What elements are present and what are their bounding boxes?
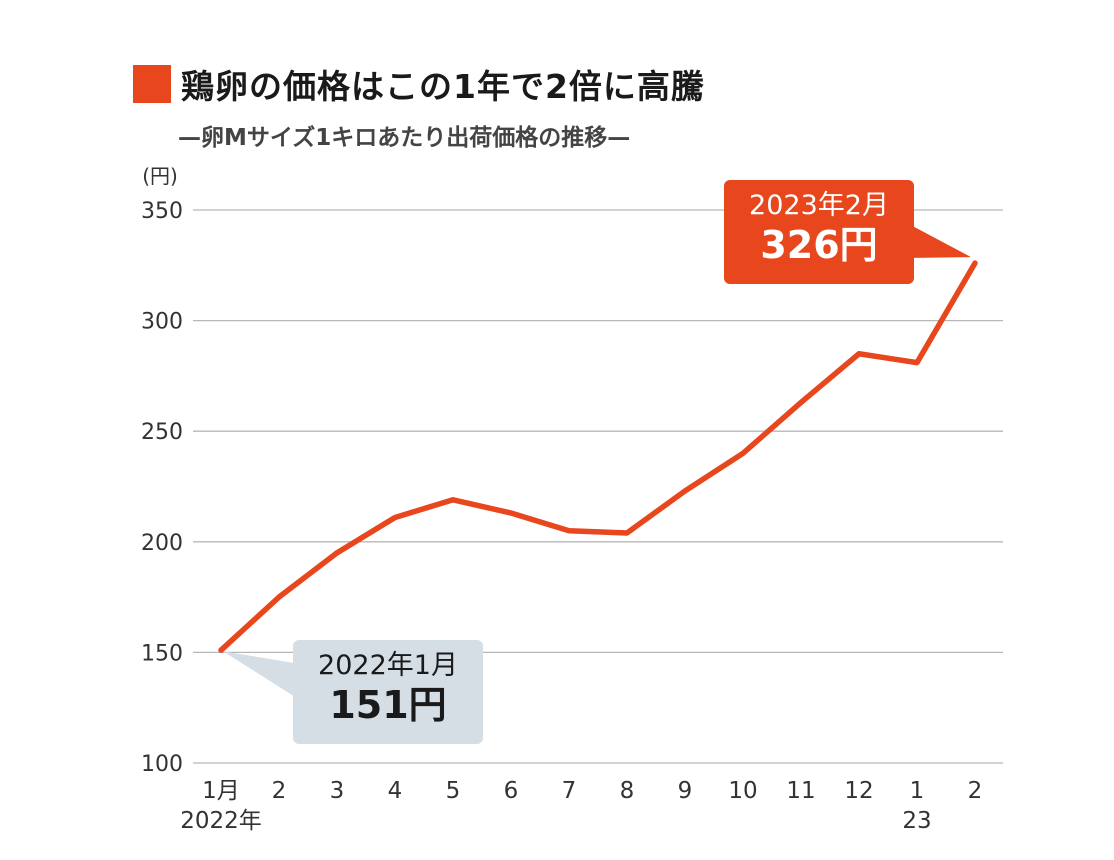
series-line [218,260,978,653]
data-point [798,400,804,405]
x-tick-label: 7 [562,778,577,804]
y-tick-label: 100 [141,752,183,777]
y-axis-unit-label: (円) [142,164,178,188]
data-point [682,488,688,494]
title-row: 鶏卵の価格はこの1年で2倍に高騰 [133,62,705,106]
callout-pointers [223,222,971,700]
start-callout-date: 2022年1月 [318,650,458,681]
x-tick-label: 6 [504,778,519,804]
x-tick-label: 11 [786,778,815,804]
chart-subtitle: —卵Mサイズ1キロあたり出荷価格の推移— [178,125,631,151]
end-callout-value: 326円 [760,223,878,267]
data-point [508,510,514,516]
x-tick-label: 12 [844,778,873,804]
data-point [972,260,978,266]
end-value-callout: 2023年2月 326円 [724,180,914,284]
x-tick-label: 2 [968,778,983,804]
y-tick-label: 200 [141,531,183,556]
x-tick-label: 2 [272,778,287,804]
x-tick-label: 3 [330,778,345,804]
y-tick-label: 150 [141,641,183,666]
x-tick-label: 4 [388,778,403,804]
data-point [624,530,630,536]
y-tick-label: 350 [141,199,183,224]
x-tick-label: 1 [910,778,925,804]
data-point [856,351,862,356]
x-tick-label: 5 [446,778,461,804]
y-tick-label: 300 [141,310,183,335]
data-point [334,550,340,556]
end-callout-pointer [905,222,971,258]
x-tick-label: 10 [728,778,757,804]
series-layer [218,260,978,653]
x-tick-label: 9 [678,778,693,804]
x-tick-label: 8 [620,778,635,804]
data-point [392,515,398,520]
x-year-label: 23 [902,808,931,834]
end-callout-date: 2023年2月 [749,190,889,221]
chart-title: 鶏卵の価格はこの1年で2倍に高騰 [181,67,705,106]
data-point [276,594,282,600]
start-callout-pointer [223,651,300,700]
data-point [218,647,224,653]
y-tick-label: 250 [141,420,183,445]
title-marker-square [133,65,171,103]
data-point [740,451,746,456]
y-axis-ticks: 100 150 200 250 300 350 [141,199,183,777]
x-tick-label: 1月 [202,778,240,804]
data-point [914,360,920,365]
data-point [450,497,456,502]
start-value-callout: 2022年1月 151円 [293,640,483,744]
x-year-label: 2022年 [180,808,262,834]
start-callout-value: 151円 [329,683,447,727]
data-point [566,528,572,533]
